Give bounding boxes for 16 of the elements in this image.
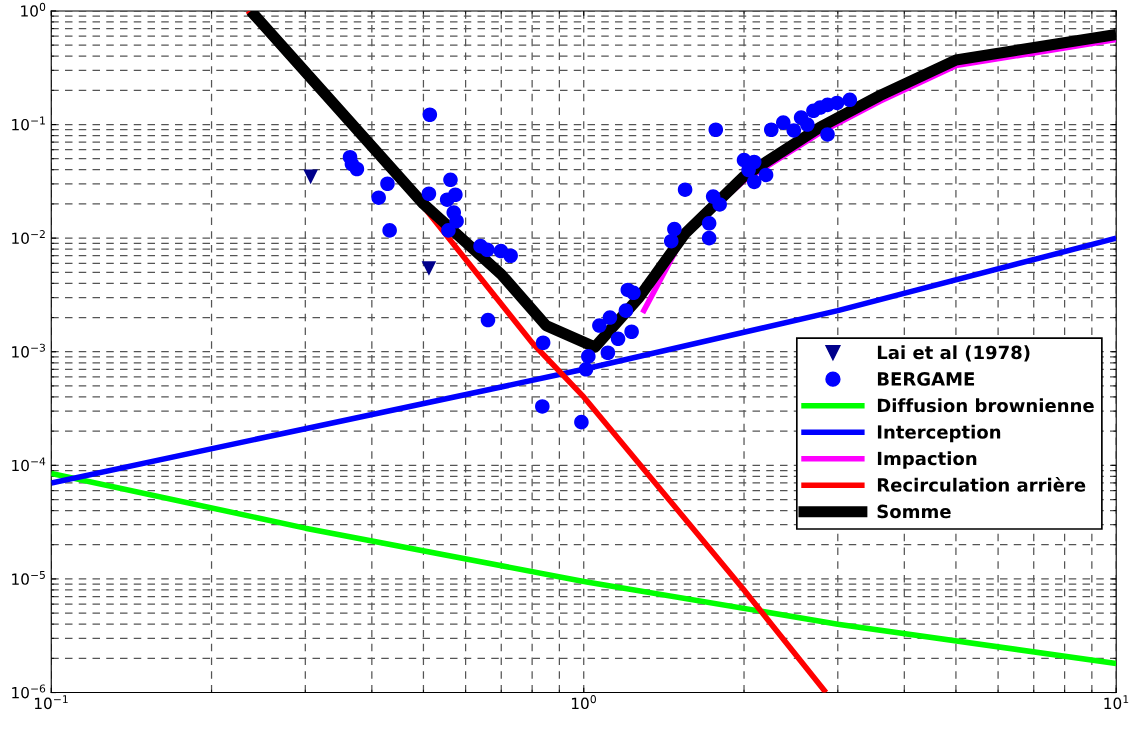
y-tick-label: 10$^{−1}$: [12, 116, 45, 131]
x-tick-label: 10$^{0}$: [571, 695, 596, 710]
x-tick-label: 10$^{1}$: [1104, 695, 1129, 710]
legend-label: Somme: [877, 504, 951, 519]
y-tick-label: 10$^{−2}$: [12, 230, 45, 245]
legend-label: Interception: [877, 424, 1001, 443]
y-tick-label: 10$^{−3}$: [12, 343, 45, 358]
y-tick-label: 10$^{0}$: [21, 2, 46, 17]
legend-label: BERGAME: [877, 372, 975, 386]
x-tick-label: 10$^{−1}$: [34, 695, 68, 710]
y-tick-label: 10$^{−4}$: [12, 457, 46, 472]
legend-label: Impaction: [877, 451, 977, 469]
legend-label: Diffusion brownienne: [877, 398, 1094, 413]
y-tick-label: 10$^{−5}$: [12, 571, 45, 585]
legend-label: Lai et al (1978): [877, 345, 1030, 362]
legend-label: Recirculation arrière: [877, 477, 1086, 492]
